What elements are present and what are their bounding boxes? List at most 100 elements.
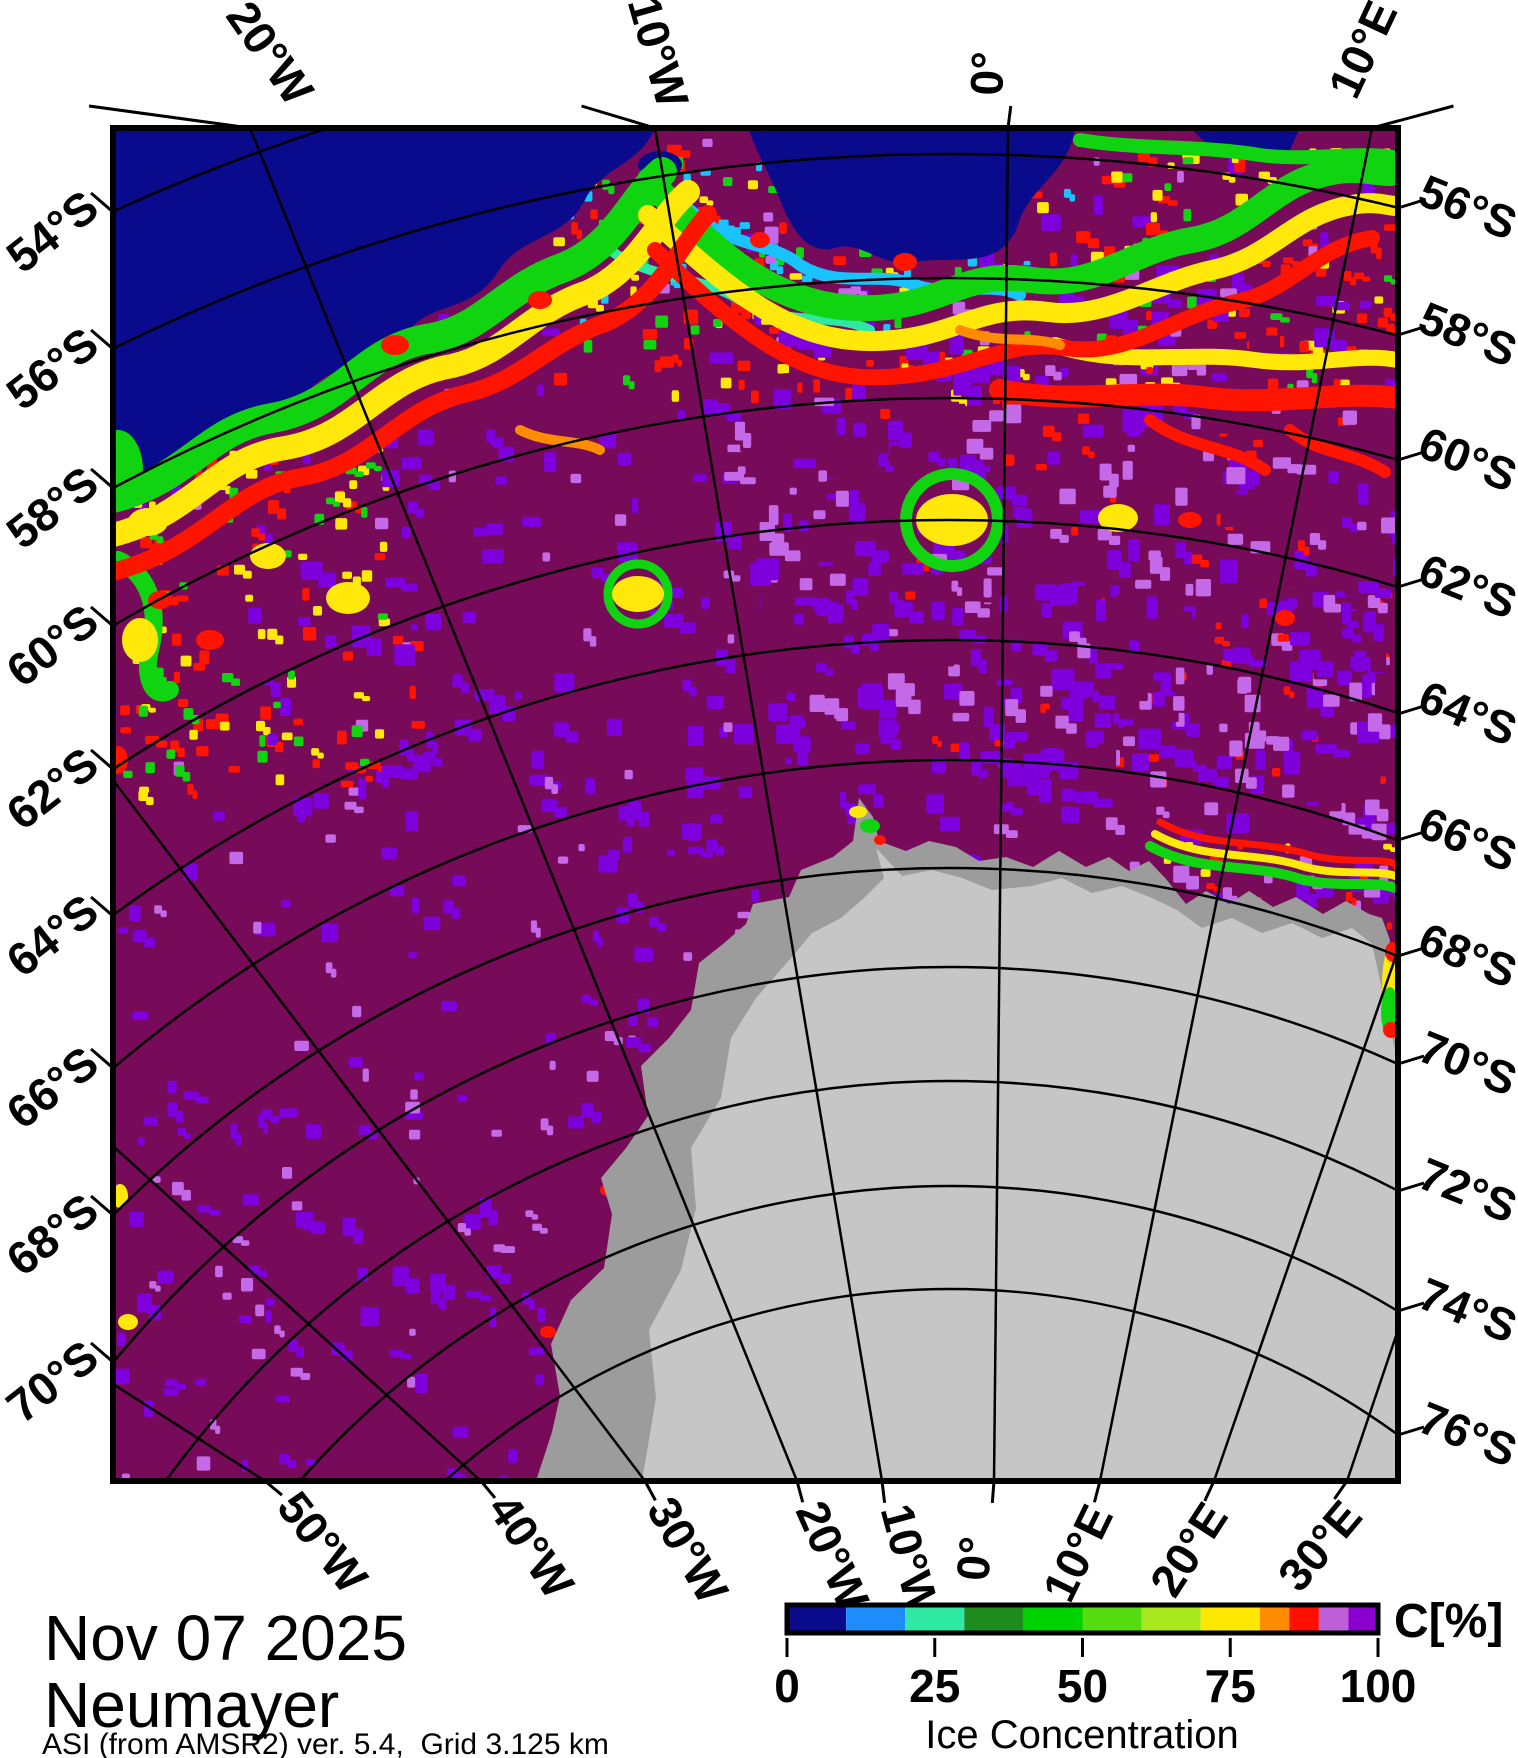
ice-speckle: [614, 514, 627, 526]
ice-speckle: [1173, 865, 1190, 883]
ice-speckle: [1272, 768, 1281, 777]
ice-speckle: [263, 727, 271, 736]
ice-speckle: [452, 1426, 469, 1438]
ice-speckle: [381, 847, 398, 860]
ice-speckle: [1296, 883, 1310, 901]
ice-speckle: [1345, 891, 1353, 902]
ice-speckle: [1093, 798, 1113, 808]
ice-speckle: [1306, 893, 1318, 908]
ice-speckle: [251, 1348, 266, 1360]
ice-speckle: [275, 774, 285, 786]
ice-speckle: [671, 390, 679, 402]
ice-speckle: [570, 473, 582, 484]
ice-speckle: [1085, 730, 1105, 748]
ice-speckle: [1239, 308, 1250, 317]
colorbar-segment: [1141, 1605, 1201, 1633]
ice-speckle: [473, 527, 490, 537]
ice-speckle: [298, 553, 308, 560]
ice-speckle: [1331, 364, 1357, 380]
ice-speckle: [270, 682, 281, 697]
ice-speckle: [1053, 371, 1062, 381]
ice-speckle: [937, 740, 942, 748]
ice-speckle: [889, 591, 899, 605]
ice-speckle: [812, 602, 831, 609]
ice-speckle: [622, 836, 632, 853]
ice-speckle: [1146, 366, 1153, 374]
ice-speckle: [1283, 686, 1291, 695]
colorbar-segment: [1289, 1605, 1319, 1633]
colorbar-tick-label: 0: [774, 1660, 800, 1712]
ice-speckle: [918, 583, 934, 600]
ice-speckle: [381, 765, 404, 778]
ice-speckle: [274, 1325, 281, 1334]
ice-speckle: [1367, 767, 1381, 790]
ice-speckle: [183, 708, 194, 720]
ice-speckle: [826, 493, 837, 500]
ice-speckle: [273, 701, 281, 709]
ice-speckle: [245, 594, 254, 602]
ice-speckle: [737, 360, 751, 371]
ice-speckle: [291, 1201, 303, 1211]
ice-speckle: [1183, 208, 1192, 222]
ice-speckle: [1370, 642, 1387, 673]
ice-speckle: [287, 1460, 297, 1469]
ice-speckle: [932, 735, 939, 744]
ice-speckle: [850, 458, 859, 470]
ice-speckle: [1195, 579, 1211, 597]
ice-speckle: [175, 764, 185, 777]
ice-speckle: [638, 1043, 651, 1053]
ice-speckle: [1361, 675, 1372, 699]
ice-speckle: [687, 726, 704, 746]
ice-speckle: [1158, 645, 1189, 667]
ice-speckle: [1175, 667, 1185, 685]
ice-speckle: [438, 1298, 447, 1310]
ice-speckle: [679, 622, 696, 634]
ice-speckle: [551, 784, 558, 794]
ice-speckle: [493, 1244, 506, 1252]
ice-speckle: [253, 921, 262, 934]
ice-speckle: [531, 750, 545, 769]
ice-speckle: [870, 641, 879, 651]
ice-speckle: [824, 668, 834, 676]
ice-speckle: [173, 671, 180, 683]
ice-speckle: [1137, 692, 1148, 701]
ice-speckle: [638, 811, 650, 827]
ice-speckle: [348, 1057, 363, 1068]
ice-speckle: [1241, 614, 1249, 629]
ice-speckle: [541, 328, 560, 337]
ice-speckle: [149, 1281, 157, 1289]
ice-speckle: [852, 578, 869, 596]
ice-speckle: [140, 536, 153, 549]
ice-speckle: [1328, 471, 1339, 484]
longitude-label-bottom: 10°E: [1032, 1497, 1123, 1610]
ice-speckle: [905, 591, 916, 600]
ice-speckle: [1202, 451, 1215, 462]
ice-speckle: [1032, 641, 1048, 656]
ice-speckle: [1342, 628, 1355, 639]
ice-speckle: [508, 1449, 518, 1463]
ice-speckle: [833, 256, 847, 265]
bottom-tick: [479, 1480, 497, 1499]
ice-speckle: [959, 691, 975, 706]
ice-speckle: [978, 659, 987, 674]
meridian-line: [1345, 1329, 1398, 1481]
ice-speckle: [1127, 444, 1135, 452]
ice-speckle: [1187, 296, 1198, 309]
ice-speckle: [313, 606, 322, 616]
ice-speckle: [773, 389, 792, 410]
ice-speckle: [495, 476, 507, 485]
longitude-label-bottom: 50°W: [267, 1482, 378, 1604]
ice-speckle: [836, 586, 845, 604]
ice-speckle: [117, 1332, 125, 1347]
ice-speckle: [583, 628, 592, 642]
bottom-tick: [1203, 1480, 1216, 1502]
ice-speckle: [852, 383, 866, 402]
ice-speckle: [123, 770, 133, 778]
ice-speckle: [853, 422, 867, 437]
ice-speckle: [999, 802, 1014, 812]
longitude-label-top: 10°W: [618, 0, 699, 114]
ice-speckle: [535, 927, 541, 938]
ice-speckle: [553, 372, 567, 386]
ice-speckle: [939, 816, 960, 832]
ice-speckle: [683, 952, 693, 961]
